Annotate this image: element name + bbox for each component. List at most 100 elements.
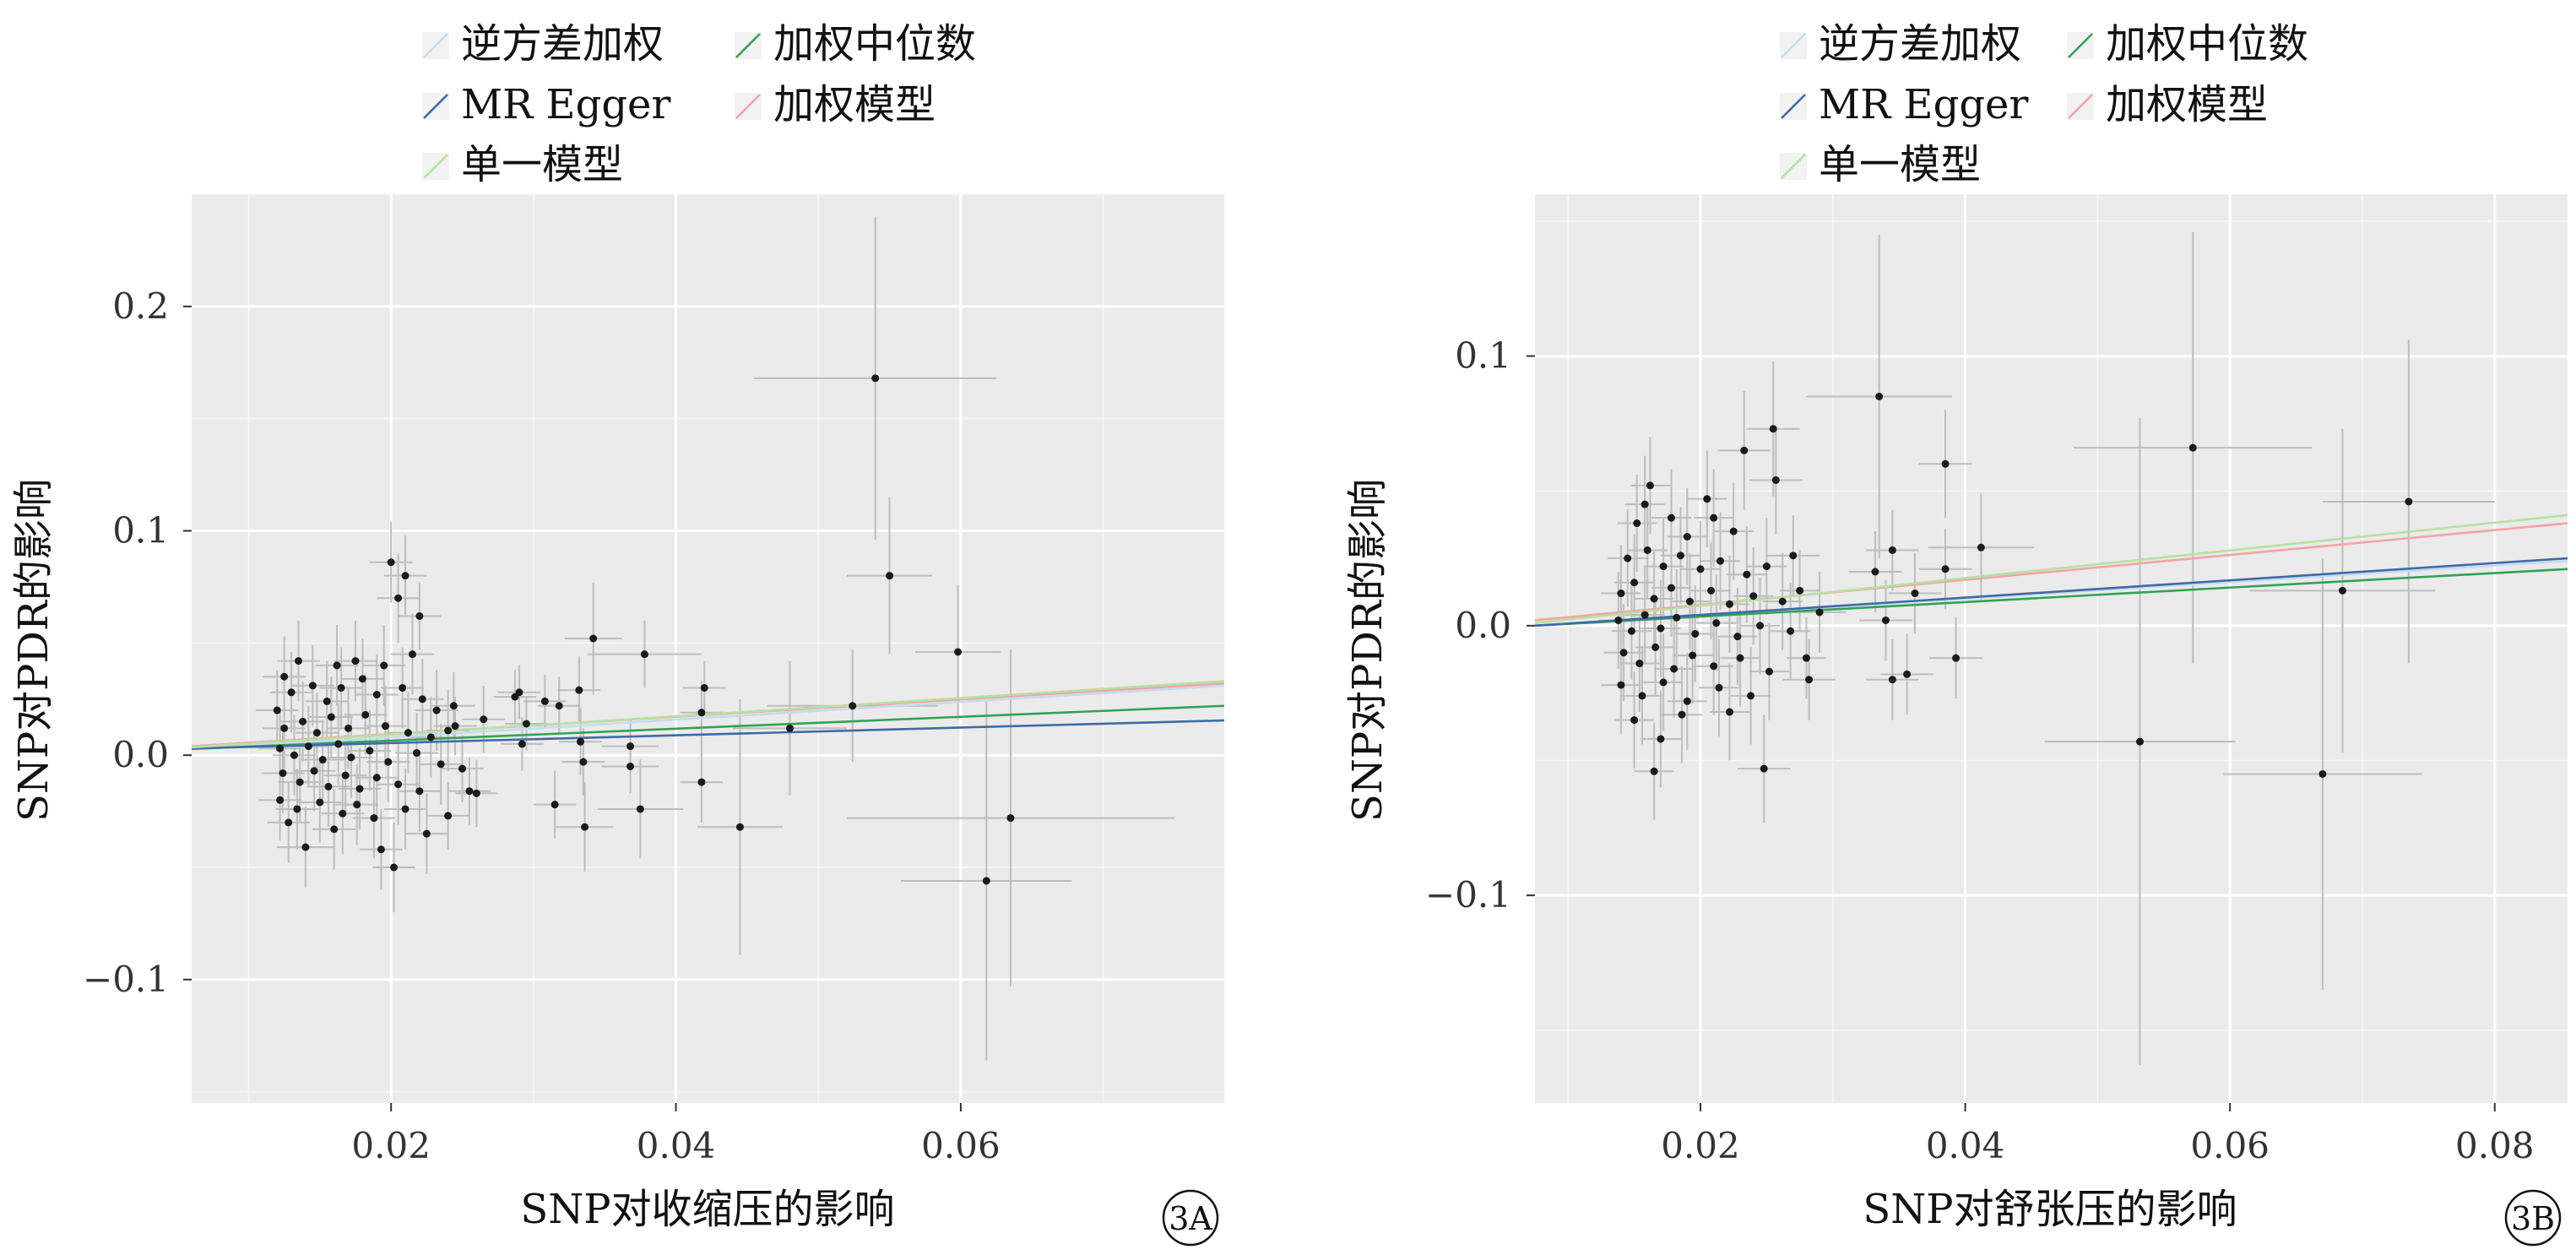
data-point <box>408 650 416 659</box>
data-point <box>1657 624 1665 633</box>
data-point <box>1977 543 1985 551</box>
data-point <box>1733 633 1742 641</box>
data-point <box>1641 611 1649 619</box>
data-point <box>1749 592 1758 600</box>
data-point <box>1617 589 1625 598</box>
data-point <box>458 764 467 773</box>
data-point <box>287 688 296 697</box>
data-point <box>2136 737 2145 746</box>
legend-swatch <box>1781 94 1806 119</box>
x-tick-label: 0.02 <box>351 1125 431 1166</box>
data-point <box>1903 670 1912 678</box>
data-point <box>982 877 990 885</box>
data-point <box>1796 586 1804 595</box>
data-point <box>279 769 287 777</box>
data-point <box>280 672 289 681</box>
data-point <box>1646 481 1654 490</box>
data-point <box>518 740 526 748</box>
data-point <box>324 782 333 790</box>
data-point <box>394 594 403 602</box>
data-point <box>301 843 310 851</box>
data-point <box>299 717 307 725</box>
data-point <box>1683 532 1691 541</box>
data-point <box>370 814 378 823</box>
data-point <box>1888 546 1896 554</box>
y-tick-label: −0.1 <box>1425 874 1511 915</box>
data-point <box>626 742 635 751</box>
legend-swatch <box>735 33 761 58</box>
data-point <box>295 657 303 666</box>
data-point <box>1787 627 1795 635</box>
data-point <box>1747 692 1755 700</box>
data-point <box>276 744 285 752</box>
data-point <box>1657 735 1665 743</box>
data-point <box>1941 565 1950 573</box>
data-point <box>347 753 355 762</box>
data-point <box>1805 676 1814 684</box>
y-tick-label: 0.0 <box>1455 605 1511 646</box>
data-point <box>1659 562 1668 571</box>
data-point <box>337 683 345 692</box>
legend-swatch <box>1781 33 1806 58</box>
regression-line <box>192 684 1224 751</box>
data-point <box>1715 683 1723 692</box>
legend-swatch <box>2068 94 2093 119</box>
data-point <box>422 829 431 838</box>
data-point <box>444 812 453 820</box>
legend-swatch <box>735 94 761 119</box>
plot-background <box>1535 194 2568 1103</box>
data-point <box>399 683 407 692</box>
data-point <box>1638 692 1646 700</box>
data-point <box>316 798 324 807</box>
data-point <box>1667 584 1675 592</box>
data-point <box>413 749 421 758</box>
data-point <box>1765 667 1774 676</box>
data-point <box>390 863 399 872</box>
data-point <box>1006 814 1015 823</box>
legend-label: MR Egger <box>461 81 670 128</box>
x-tick-label: 0.02 <box>1661 1125 1740 1166</box>
regression-line <box>192 704 1224 751</box>
data-point <box>372 690 381 698</box>
data-point <box>1712 619 1721 628</box>
data-point <box>579 758 588 766</box>
data-point <box>344 724 353 732</box>
data-point <box>1619 649 1628 657</box>
y-tick-label: 0.0 <box>112 734 169 775</box>
legend-label: 加权中位数 <box>773 20 976 68</box>
data-point <box>426 733 435 742</box>
data-point <box>1707 586 1716 595</box>
data-point <box>2405 497 2413 506</box>
y-tick-label: 0.1 <box>1455 335 1511 377</box>
data-point <box>700 683 708 692</box>
data-point <box>1696 565 1705 573</box>
data-point <box>1643 546 1651 554</box>
data-point <box>1952 654 1960 662</box>
regression-line <box>1535 557 2568 628</box>
data-point <box>280 724 289 732</box>
data-point <box>1736 654 1744 662</box>
x-tick-label: 0.08 <box>2455 1125 2535 1166</box>
panel-badge-circle <box>1162 1189 1219 1247</box>
data-point <box>1685 597 1694 606</box>
data-point <box>1650 767 1658 775</box>
data-point <box>304 742 312 751</box>
data-point <box>540 697 549 705</box>
data-point <box>418 695 426 704</box>
data-point <box>1941 459 1950 468</box>
data-point <box>1659 678 1668 687</box>
data-point <box>472 789 480 797</box>
data-point <box>432 706 441 714</box>
data-point <box>1771 475 1780 484</box>
data-point <box>849 702 857 710</box>
regression-line <box>1535 568 2568 628</box>
data-point <box>401 572 409 580</box>
data-point <box>318 756 327 764</box>
data-point <box>1710 513 1718 522</box>
data-point <box>1888 676 1896 684</box>
data-point <box>1630 716 1639 725</box>
data-point <box>480 715 488 724</box>
panel-badge-label: 3A <box>1169 1200 1212 1237</box>
